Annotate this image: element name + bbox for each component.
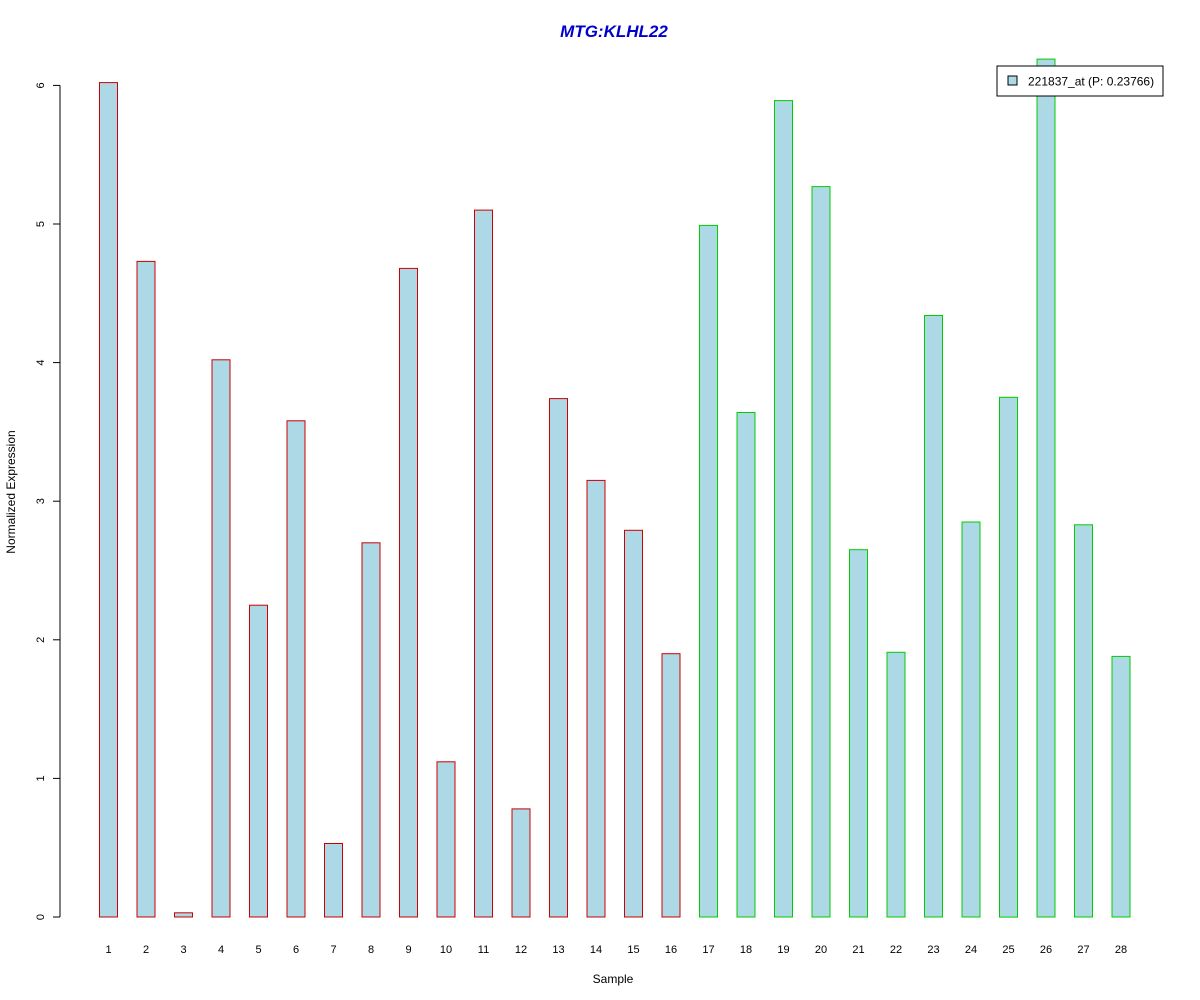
bar-sample-8: [361, 542, 381, 918]
bar-sample-22: [886, 651, 906, 918]
bar-sample-27: [1074, 524, 1093, 918]
x-tick-label: 27: [1077, 944, 1089, 956]
y-tick-label: 0: [35, 914, 47, 920]
x-tick-label: 17: [702, 944, 714, 956]
x-tick-label: 22: [890, 944, 902, 956]
x-tick-label: 9: [405, 944, 411, 956]
x-tick-label: 7: [330, 944, 336, 956]
x-tick-label: 10: [440, 944, 452, 956]
x-tick-label: 2: [143, 944, 149, 956]
x-tick-label: 13: [552, 944, 564, 956]
bar-sample-6: [286, 420, 306, 918]
bar-sample-10: [436, 761, 456, 918]
y-tick-label: 4: [35, 360, 47, 366]
x-tick-label: 15: [627, 944, 639, 956]
chart-title: MTG:KLHL22: [560, 22, 668, 41]
x-tick-label: 25: [1002, 944, 1014, 956]
bar-sample-17: [699, 224, 718, 918]
bar-sample-16: [661, 653, 681, 918]
x-tick-label: 24: [965, 944, 977, 956]
x-tick-label: 19: [777, 944, 789, 956]
legend-swatch: [1007, 75, 1018, 86]
bar-sample-1: [99, 82, 118, 918]
y-tick-label: 6: [35, 82, 47, 88]
x-tick-label: 26: [1040, 944, 1052, 956]
x-tick-label: 14: [590, 944, 602, 956]
bar-sample-13: [549, 398, 568, 918]
x-tick-label: 11: [478, 944, 489, 956]
x-tick-label: 28: [1115, 944, 1127, 956]
bar-sample-3: [174, 912, 193, 918]
bar-sample-15: [624, 529, 643, 918]
x-tick-label: 1: [105, 944, 111, 956]
x-tick-label: 6: [293, 944, 299, 956]
bar-sample-12: [511, 808, 531, 918]
x-tick-label: 8: [368, 944, 374, 956]
x-tick-label: 16: [665, 944, 677, 956]
x-tick-labels: 1 2 3 4 5 6 7 8 9 10 11 12 13 14 15 16 17 18 19 20 21 22 23 24 2…: [105, 944, 1127, 956]
y-axis: 0 1 2 3 4 5 6: [35, 82, 61, 920]
x-tick-label: 21: [852, 944, 864, 956]
y-tick-label: 1: [35, 775, 47, 781]
x-tick-label: 18: [740, 944, 752, 956]
bars: [99, 58, 1131, 918]
x-tick-label: 4: [218, 944, 224, 956]
bar-sample-7: [324, 843, 343, 918]
x-tick-label: 12: [515, 944, 527, 956]
bar-sample-5: [249, 604, 268, 918]
legend: 221837_at (P: 0.23766): [996, 65, 1164, 97]
bar-sample-4: [211, 359, 231, 918]
bar-sample-28: [1111, 655, 1131, 918]
bar-sample-23: [924, 315, 943, 918]
bar-sample-26: [1036, 58, 1056, 918]
x-axis-label: Sample: [593, 972, 634, 986]
bar-sample-14: [586, 479, 606, 918]
bar-sample-2: [136, 260, 156, 918]
x-tick-label: 3: [180, 944, 186, 956]
bar-sample-19: [774, 100, 793, 918]
x-tick-label: 20: [815, 944, 827, 956]
bar-sample-24: [961, 521, 981, 918]
bar-sample-11: [474, 209, 493, 918]
bar-sample-9: [399, 267, 418, 918]
y-tick-label: 5: [35, 221, 47, 227]
x-tick-label: 5: [255, 944, 261, 956]
y-tick-label: 2: [35, 637, 47, 643]
bar-sample-18: [736, 412, 756, 918]
y-axis-label: Normalized Expression: [4, 430, 18, 553]
x-tick-label: 23: [927, 944, 939, 956]
y-tick-label: 3: [35, 498, 47, 504]
legend-label: 221837_at (P: 0.23766): [1028, 75, 1154, 89]
bar-sample-20: [811, 186, 831, 918]
bar-sample-25: [999, 396, 1018, 918]
legend-box: [996, 65, 1164, 97]
bar-sample-21: [849, 549, 868, 918]
